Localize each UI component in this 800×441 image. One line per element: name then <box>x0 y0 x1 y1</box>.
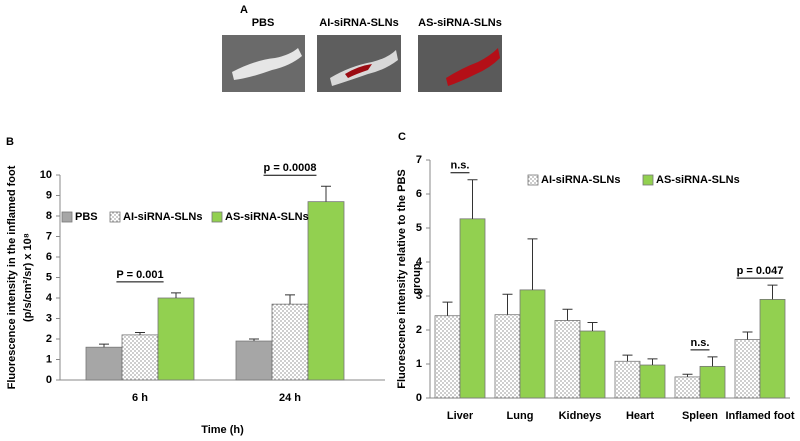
bar <box>121 334 159 381</box>
x-tick-label: Heart <box>626 410 654 422</box>
y-tick-label: 10 <box>40 169 52 181</box>
image <box>222 35 305 92</box>
y-tick-label: 0 <box>46 374 52 386</box>
error-bar <box>442 301 453 316</box>
x-axis-label: Time (h) <box>201 424 244 436</box>
legend-label: AI-siRNA-SLNs <box>541 174 620 186</box>
y-tick-label: 6 <box>46 251 52 263</box>
bar <box>734 339 761 399</box>
error-bar <box>562 308 573 321</box>
bar <box>519 289 546 399</box>
annotation: P = 0.001 <box>116 269 163 281</box>
error-bar <box>249 338 259 342</box>
legend-label: AI-siRNA-SLNs <box>123 211 202 223</box>
error-bar <box>99 343 109 348</box>
y-tick-label: 7 <box>416 154 422 166</box>
legend-swatch <box>527 174 539 186</box>
y-tick-label: 0 <box>416 392 422 404</box>
error-bar <box>285 294 295 305</box>
image-label: AI-siRNA-SLNs <box>319 17 398 29</box>
y-tick-label: 7 <box>46 230 52 242</box>
bar <box>579 330 606 399</box>
y-tick-label: 6 <box>416 188 422 200</box>
panel-label: C <box>398 131 406 143</box>
image-label: AS-siRNA-SLNs <box>418 17 502 29</box>
panel-label: A <box>240 4 248 16</box>
bar <box>307 201 345 381</box>
bar <box>434 315 461 399</box>
legend-swatch <box>642 174 654 186</box>
legend-label: PBS <box>75 211 98 223</box>
annotation: p = 0.0008 <box>264 162 317 174</box>
image <box>418 35 502 92</box>
bar <box>459 218 486 399</box>
y-tick-label: 5 <box>416 222 422 234</box>
y-axis-label: (p/s/cm²/sr) x 10⁸ <box>22 233 34 322</box>
legend-label: AS-siRNA-SLNs <box>225 211 309 223</box>
error-bar <box>647 358 658 366</box>
error-bar <box>682 373 693 377</box>
x-tick-label: 6 h <box>132 392 148 404</box>
y-tick-label: 5 <box>46 271 52 283</box>
bar <box>614 360 641 399</box>
annotation: n.s. <box>691 337 710 349</box>
error-bar <box>622 354 633 362</box>
error-bar <box>742 331 753 340</box>
error-bar <box>587 322 598 332</box>
error-bar <box>171 292 181 298</box>
legend-label: AS-siRNA-SLNs <box>656 174 740 186</box>
bar <box>85 346 123 381</box>
y-tick-label: 8 <box>46 210 52 222</box>
y-tick-label: 9 <box>46 189 52 201</box>
y-axis-label: group <box>411 263 423 294</box>
bar <box>759 298 786 399</box>
error-bar <box>707 356 718 367</box>
y-tick-label: 2 <box>46 333 52 345</box>
y-tick-label: 4 <box>46 292 53 304</box>
x-tick-label: Liver <box>447 410 474 422</box>
y-tick-label: 4 <box>416 256 423 268</box>
x-tick-label: Inflamed foot <box>725 410 794 422</box>
legend-swatch <box>109 211 121 223</box>
image-label: PBS <box>252 17 275 29</box>
y-axis-label: Fluorescence intensity relative to the P… <box>396 169 408 388</box>
bar <box>157 297 195 381</box>
panel-label: B <box>6 136 14 148</box>
y-tick-label: 2 <box>416 324 422 336</box>
y-tick-label: 1 <box>46 353 52 365</box>
error-bar <box>135 331 145 335</box>
x-tick-label: Spleen <box>682 410 718 422</box>
legend-swatch <box>211 211 223 223</box>
bar <box>554 320 581 399</box>
error-bar <box>467 179 478 219</box>
bar <box>235 340 273 381</box>
bar <box>494 314 521 399</box>
x-tick-label: 24 h <box>279 392 301 404</box>
y-tick-label: 3 <box>416 290 422 302</box>
bar <box>674 376 701 399</box>
error-bar <box>767 284 778 300</box>
annotation: n.s. <box>451 160 470 172</box>
error-bar <box>321 185 331 202</box>
y-axis-label: Fluorescence intensity in the inflamed f… <box>6 165 18 389</box>
x-tick-label: Lung <box>507 410 534 422</box>
bar <box>271 303 309 381</box>
legend-swatch <box>61 211 73 223</box>
y-tick-label: 1 <box>416 358 422 370</box>
bar <box>699 365 726 399</box>
error-bar <box>527 238 538 290</box>
error-bar <box>502 293 513 315</box>
bar <box>639 364 666 399</box>
image <box>317 35 401 92</box>
annotation: p = 0.047 <box>737 265 784 277</box>
y-tick-label: 3 <box>46 312 52 324</box>
x-tick-label: Kidneys <box>559 410 602 422</box>
